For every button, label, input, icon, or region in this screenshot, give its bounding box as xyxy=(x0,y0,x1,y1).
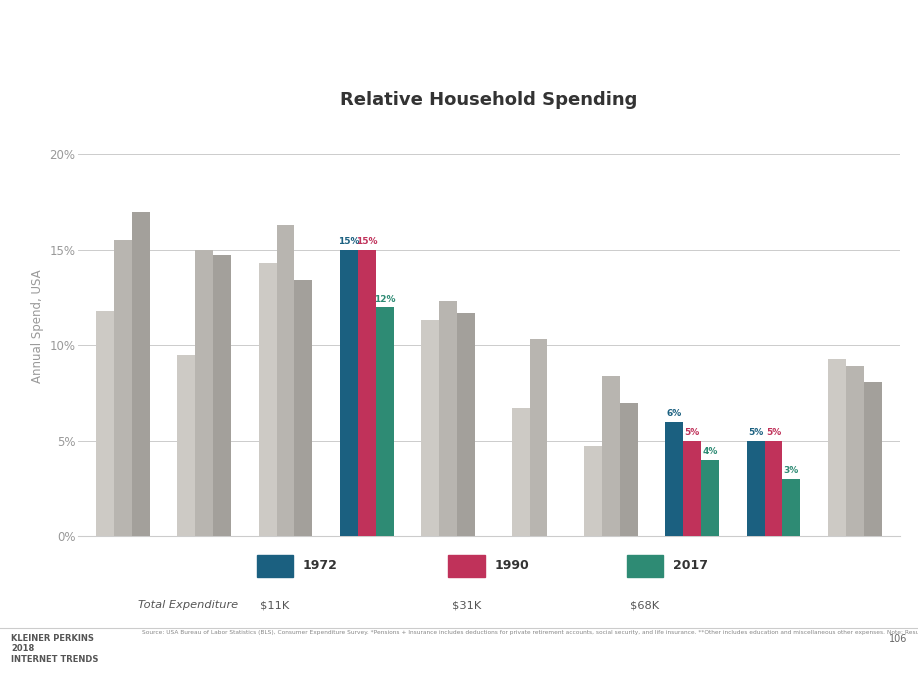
Bar xyxy=(114,240,131,536)
Bar xyxy=(295,280,312,536)
Text: KLEINER PERKINS
2018
INTERNET TRENDS: KLEINER PERKINS 2018 INTERNET TRENDS xyxy=(11,634,98,663)
Bar xyxy=(95,311,114,536)
Bar xyxy=(530,339,547,536)
Y-axis label: Annual Spend, USA: Annual Spend, USA xyxy=(30,269,44,383)
Text: Food + Entertainment + Apparel: Food + Entertainment + Apparel xyxy=(17,74,387,93)
Bar xyxy=(511,408,530,536)
Bar xyxy=(666,421,683,536)
Text: 1990: 1990 xyxy=(495,559,530,572)
Bar xyxy=(421,320,439,536)
Bar xyxy=(358,250,375,536)
Text: $11K: $11K xyxy=(260,600,289,610)
Bar xyxy=(701,460,719,536)
Bar xyxy=(177,354,196,536)
Bar xyxy=(620,402,638,536)
Bar xyxy=(828,359,846,536)
Text: 4%: 4% xyxy=(702,447,718,456)
Text: ...Relative Household Spending: ...Relative Household Spending xyxy=(17,21,381,40)
Text: 5%: 5% xyxy=(748,428,763,437)
Text: Source: USA Bureau of Labor Statistics (BLS), Consumer Expenditure Survey. *Pens: Source: USA Bureau of Labor Statistics (… xyxy=(142,630,918,635)
Text: 106: 106 xyxy=(889,634,907,643)
Bar xyxy=(340,250,358,536)
Text: $31K: $31K xyxy=(452,600,481,610)
Bar xyxy=(846,366,864,536)
Bar xyxy=(864,382,882,536)
Text: 2017: 2017 xyxy=(673,559,708,572)
Bar xyxy=(683,441,701,536)
Bar xyxy=(584,447,602,536)
Text: 1972: 1972 xyxy=(303,559,338,572)
Text: Over Time =: Over Time = xyxy=(610,21,758,40)
Bar xyxy=(765,441,782,536)
Bar xyxy=(196,250,213,536)
Bar xyxy=(439,301,457,536)
Bar xyxy=(375,307,394,536)
Text: 3%: 3% xyxy=(784,466,799,475)
Bar xyxy=(602,376,620,536)
Bar xyxy=(257,555,293,576)
Text: $68K: $68K xyxy=(631,600,659,610)
Bar xyxy=(259,263,276,536)
Text: 12%: 12% xyxy=(374,294,396,304)
Text: 15%: 15% xyxy=(356,237,377,247)
Bar xyxy=(746,441,765,536)
Text: Total Expenditure: Total Expenditure xyxy=(138,600,238,610)
Bar xyxy=(782,479,800,536)
Text: Falling: Falling xyxy=(546,21,621,40)
Bar xyxy=(213,255,231,536)
Bar xyxy=(448,555,485,576)
Text: 15%: 15% xyxy=(338,237,360,247)
Bar xyxy=(457,313,475,536)
Text: 5%: 5% xyxy=(685,428,700,437)
Text: 6%: 6% xyxy=(666,409,682,418)
Bar xyxy=(131,212,150,536)
Bar xyxy=(627,555,663,576)
Bar xyxy=(276,225,295,536)
Title: Relative Household Spending: Relative Household Spending xyxy=(341,91,637,109)
Text: 5%: 5% xyxy=(766,428,781,437)
